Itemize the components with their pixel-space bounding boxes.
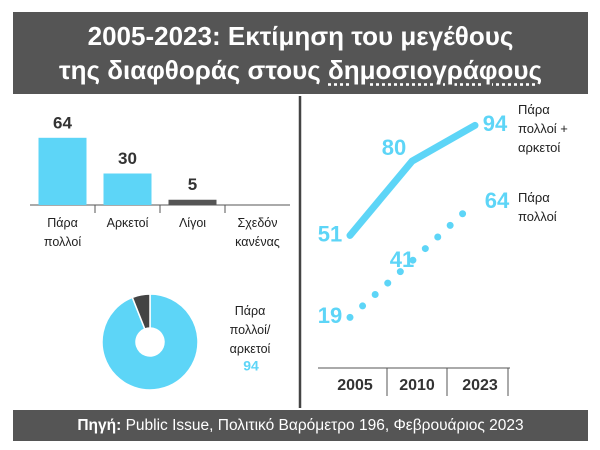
value-label: 51 bbox=[318, 221, 342, 246]
footer: Πηγή: Public Issue, Πολιτικό Βαρόμετρο 1… bbox=[13, 410, 588, 441]
category-label: Πάρα πολλοί bbox=[43, 216, 82, 249]
bar bbox=[38, 137, 87, 205]
source-label: Πηγή: bbox=[77, 417, 122, 434]
value-label: 94 bbox=[483, 111, 508, 136]
category-label: Αρκετοί bbox=[106, 216, 149, 230]
x-tick-label: 2023 bbox=[462, 377, 498, 394]
header: 2005-2023: Εκτίμηση του μεγέθους της δια… bbox=[13, 12, 588, 94]
value-label: 19 bbox=[318, 303, 342, 328]
pie-slice bbox=[131, 293, 151, 330]
slice-label: Πάρα πολλοί/ αρκετοί bbox=[229, 304, 271, 356]
category-label: Λίγοι bbox=[178, 216, 207, 230]
value-label: 41 bbox=[390, 247, 414, 272]
title-underlined: δημοσιογράφους bbox=[328, 55, 542, 85]
value-label: 64 bbox=[53, 113, 72, 132]
source-text: Public Issue, Πολιτικό Βαρόμετρο 196, Φε… bbox=[125, 417, 524, 434]
bar bbox=[103, 173, 152, 205]
legend-label: Πάρα πολλοί bbox=[518, 190, 557, 224]
value-label: 5 bbox=[188, 175, 197, 194]
bar bbox=[168, 199, 217, 205]
pie-slice bbox=[101, 293, 199, 391]
x-tick-label: 2005 bbox=[337, 377, 373, 394]
series-line bbox=[346, 121, 479, 239]
x-tick-label: 2010 bbox=[399, 377, 435, 394]
series-line bbox=[346, 198, 479, 321]
value-label: 64 bbox=[485, 188, 510, 213]
legend-label: Πάρα πολλοί + αρκετοί bbox=[518, 102, 568, 155]
title-line: της διαφθοράς στους δημοσιογράφους bbox=[13, 53, 588, 87]
category-label: Σχεδόν κανένας bbox=[235, 216, 280, 249]
value-label: 30 bbox=[118, 149, 137, 168]
value-label: 94 bbox=[243, 358, 259, 374]
title-line: 2005-2023: Εκτίμηση του μεγέθους bbox=[87, 21, 514, 51]
title-text: της διαφθοράς στους bbox=[59, 55, 321, 85]
value-label: 80 bbox=[382, 135, 406, 160]
